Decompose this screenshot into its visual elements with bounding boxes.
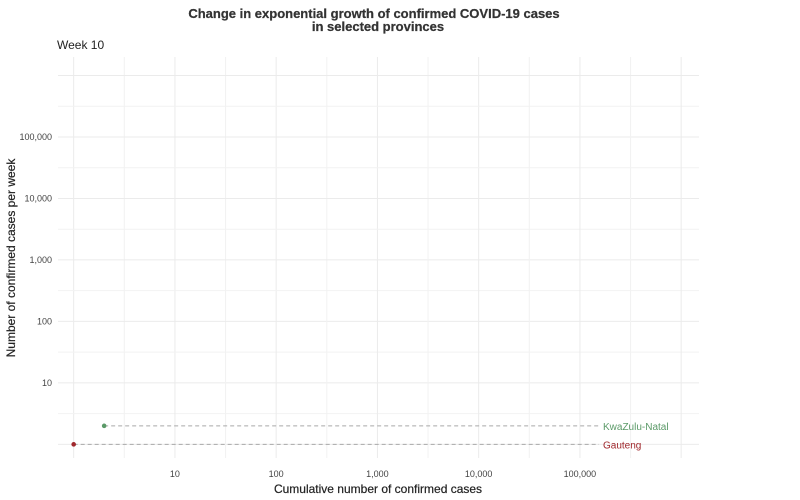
y-tick-label: 10 [42,378,52,388]
chart-subtitle: Week 10 [57,38,104,52]
grid-layer [58,57,699,458]
guide-lines [73,425,599,445]
x-axis-title: Cumulative number of confirmed cases [274,482,482,496]
y-axis-title: Number of confirmed cases per week [4,158,18,358]
y-tick-label: 1,000 [29,255,52,265]
data-point [71,442,76,447]
x-tick-label: 100 [269,469,284,479]
x-tick-label: 100,000 [564,469,597,479]
y-tick-label: 10,000 [24,193,52,203]
x-tick-label: 10,000 [465,469,493,479]
data-points [71,423,107,447]
data-point [101,423,107,429]
series-label: KwaZulu-Natal [603,422,669,433]
chart-title-line1: Change in exponential growth of confirme… [188,6,559,21]
tick-labels: 10 100 1,000 10,000 100,000 10 100 1,000 10,000 1… [19,132,596,479]
chart-title-line2: in selected provinces [312,19,444,34]
x-tick-label: 10 [170,469,180,479]
y-tick-label: 100,000 [19,132,52,142]
x-tick-label: 1,000 [366,469,389,479]
series-labels: KwaZulu-Natal Gauteng [603,422,669,452]
y-tick-label: 100 [37,316,52,326]
series-label: Gauteng [603,440,641,451]
